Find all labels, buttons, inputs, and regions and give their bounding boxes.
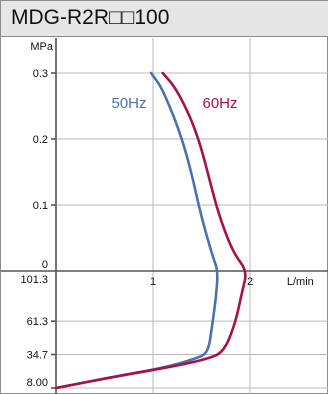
y-unit-upper: MPa — [30, 41, 54, 53]
y-tick-label: 0.2 — [33, 134, 48, 146]
y-tick-label: 8.00 — [27, 377, 48, 389]
chart-title: MDG-R2R□□100 — [11, 6, 170, 29]
y-tick-label: 61.3 — [27, 316, 48, 328]
series-line-50hz — [54, 71, 219, 390]
y-tick-label: 101.3 — [20, 274, 48, 286]
series-line-60hz — [54, 71, 247, 390]
x-tick-label: 2 — [247, 276, 253, 288]
y-tick-label: 0.3 — [33, 68, 48, 80]
title-bar: MDG-R2R□□100 — [1, 1, 328, 37]
y-tick-label: 0.1 — [33, 200, 48, 212]
legend-label-50hz: 50Hz — [111, 95, 146, 112]
y-tick-label: 34.7 — [27, 350, 48, 362]
x-tick-label: 1 — [150, 276, 156, 288]
x-tick-label: 0 — [42, 259, 48, 271]
legend-label-60hz: 60Hz — [202, 95, 237, 112]
x-unit-label: L/min — [287, 276, 314, 288]
